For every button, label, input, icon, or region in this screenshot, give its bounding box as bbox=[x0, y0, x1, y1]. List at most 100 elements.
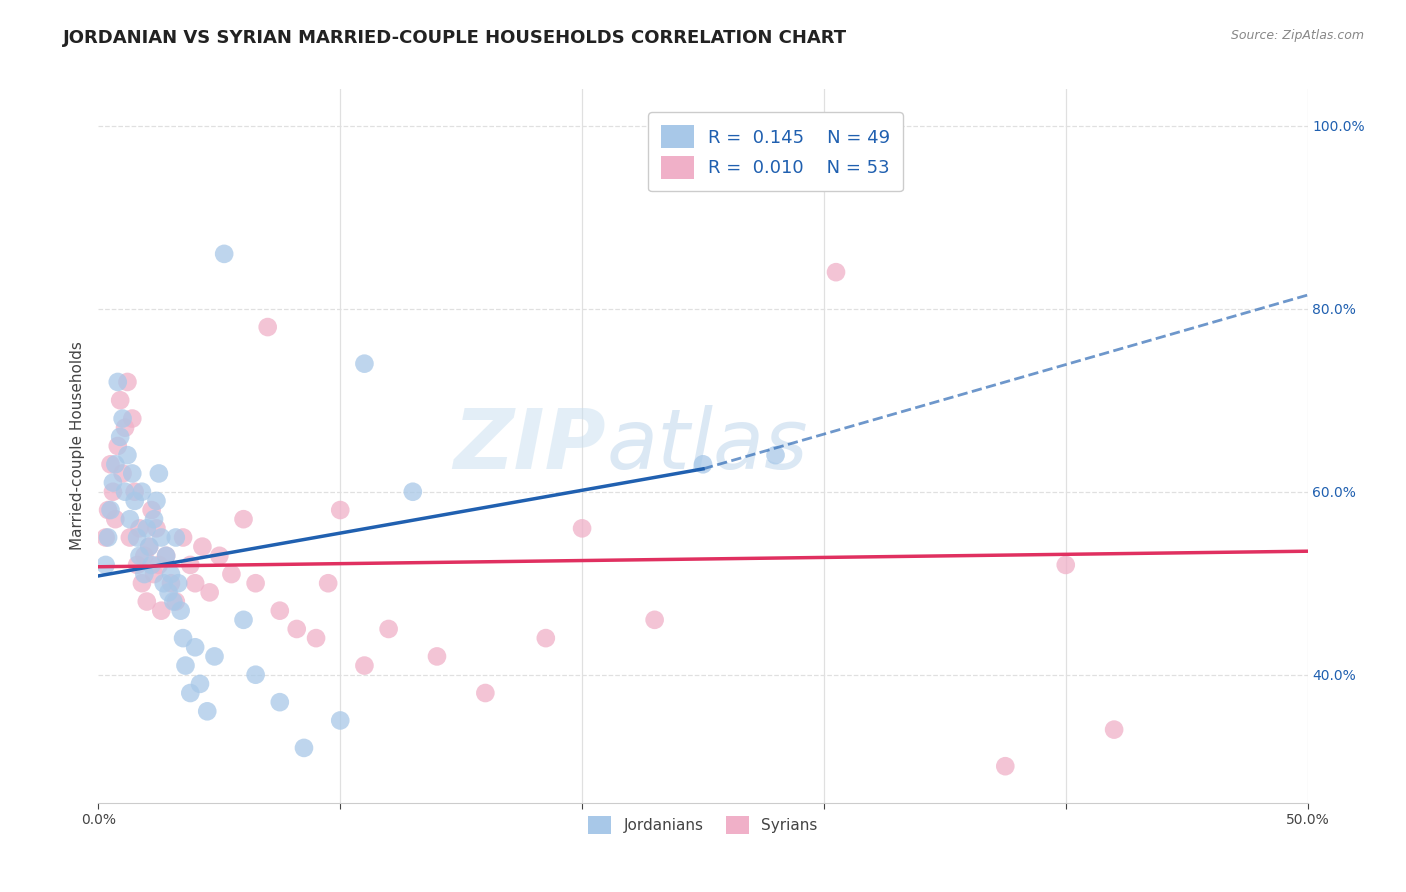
Text: JORDANIAN VS SYRIAN MARRIED-COUPLE HOUSEHOLDS CORRELATION CHART: JORDANIAN VS SYRIAN MARRIED-COUPLE HOUSE… bbox=[63, 29, 848, 46]
Point bbox=[117, 448, 139, 462]
Point bbox=[155, 549, 177, 563]
Point bbox=[245, 667, 267, 681]
Point bbox=[97, 531, 120, 545]
Point bbox=[128, 549, 150, 563]
Point bbox=[534, 631, 557, 645]
Point bbox=[765, 448, 787, 462]
Point bbox=[402, 484, 425, 499]
Point bbox=[135, 521, 157, 535]
Point bbox=[124, 494, 146, 508]
Point bbox=[644, 613, 666, 627]
Point bbox=[165, 594, 187, 608]
Point bbox=[107, 439, 129, 453]
Point bbox=[474, 686, 496, 700]
Point bbox=[174, 658, 197, 673]
Point bbox=[426, 649, 449, 664]
Point bbox=[100, 503, 122, 517]
Point bbox=[108, 393, 131, 408]
Point bbox=[152, 576, 174, 591]
Point bbox=[198, 585, 221, 599]
Point bbox=[97, 503, 120, 517]
Point bbox=[121, 467, 143, 481]
Point bbox=[160, 576, 183, 591]
Point bbox=[101, 484, 124, 499]
Point bbox=[145, 521, 167, 535]
Point bbox=[131, 484, 153, 499]
Point bbox=[148, 467, 170, 481]
Point bbox=[104, 512, 127, 526]
Point bbox=[353, 658, 375, 673]
Point bbox=[329, 714, 352, 728]
Point bbox=[157, 585, 180, 599]
Point bbox=[184, 640, 207, 655]
Point bbox=[135, 594, 157, 608]
Point bbox=[269, 695, 291, 709]
Point bbox=[204, 649, 226, 664]
Point bbox=[316, 576, 339, 591]
Point bbox=[134, 549, 156, 563]
Point bbox=[104, 458, 127, 472]
Point bbox=[114, 420, 136, 434]
Point bbox=[179, 558, 201, 572]
Point bbox=[167, 576, 190, 591]
Point bbox=[141, 503, 163, 517]
Legend: Jordanians, Syrians: Jordanians, Syrians bbox=[581, 809, 825, 841]
Point bbox=[172, 531, 194, 545]
Point bbox=[184, 576, 207, 591]
Text: atlas: atlas bbox=[606, 406, 808, 486]
Point bbox=[148, 558, 170, 572]
Point bbox=[141, 558, 163, 572]
Point bbox=[127, 558, 149, 572]
Point bbox=[150, 604, 173, 618]
Point bbox=[208, 549, 231, 563]
Point bbox=[162, 594, 184, 608]
Point bbox=[212, 247, 235, 261]
Point bbox=[155, 549, 177, 563]
Y-axis label: Married-couple Households: Married-couple Households bbox=[69, 342, 84, 550]
Point bbox=[377, 622, 399, 636]
Point bbox=[111, 467, 134, 481]
Point bbox=[107, 375, 129, 389]
Point bbox=[1054, 558, 1077, 572]
Point bbox=[143, 567, 166, 582]
Point bbox=[160, 567, 183, 582]
Point bbox=[232, 613, 254, 627]
Point bbox=[571, 521, 593, 535]
Point bbox=[131, 576, 153, 591]
Point bbox=[100, 458, 122, 472]
Text: Source: ZipAtlas.com: Source: ZipAtlas.com bbox=[1230, 29, 1364, 42]
Point bbox=[94, 531, 117, 545]
Point bbox=[692, 458, 714, 472]
Point bbox=[165, 531, 187, 545]
Point bbox=[188, 677, 211, 691]
Point bbox=[221, 567, 243, 582]
Point bbox=[114, 484, 136, 499]
Point bbox=[305, 631, 328, 645]
Point bbox=[143, 512, 166, 526]
Point bbox=[285, 622, 308, 636]
Point bbox=[232, 512, 254, 526]
Point bbox=[1102, 723, 1125, 737]
Point bbox=[138, 540, 160, 554]
Point bbox=[124, 484, 146, 499]
Point bbox=[179, 686, 201, 700]
Point bbox=[101, 475, 124, 490]
Point bbox=[329, 503, 352, 517]
Point bbox=[128, 521, 150, 535]
Point bbox=[269, 604, 291, 618]
Point bbox=[292, 740, 315, 755]
Point bbox=[134, 567, 156, 582]
Point bbox=[191, 540, 214, 554]
Point bbox=[145, 494, 167, 508]
Point bbox=[353, 357, 375, 371]
Point bbox=[172, 631, 194, 645]
Point bbox=[108, 430, 131, 444]
Point bbox=[195, 704, 218, 718]
Point bbox=[118, 531, 141, 545]
Point bbox=[150, 531, 173, 545]
Point bbox=[117, 375, 139, 389]
Point bbox=[825, 265, 848, 279]
Point bbox=[121, 411, 143, 425]
Point bbox=[118, 512, 141, 526]
Point bbox=[111, 411, 134, 425]
